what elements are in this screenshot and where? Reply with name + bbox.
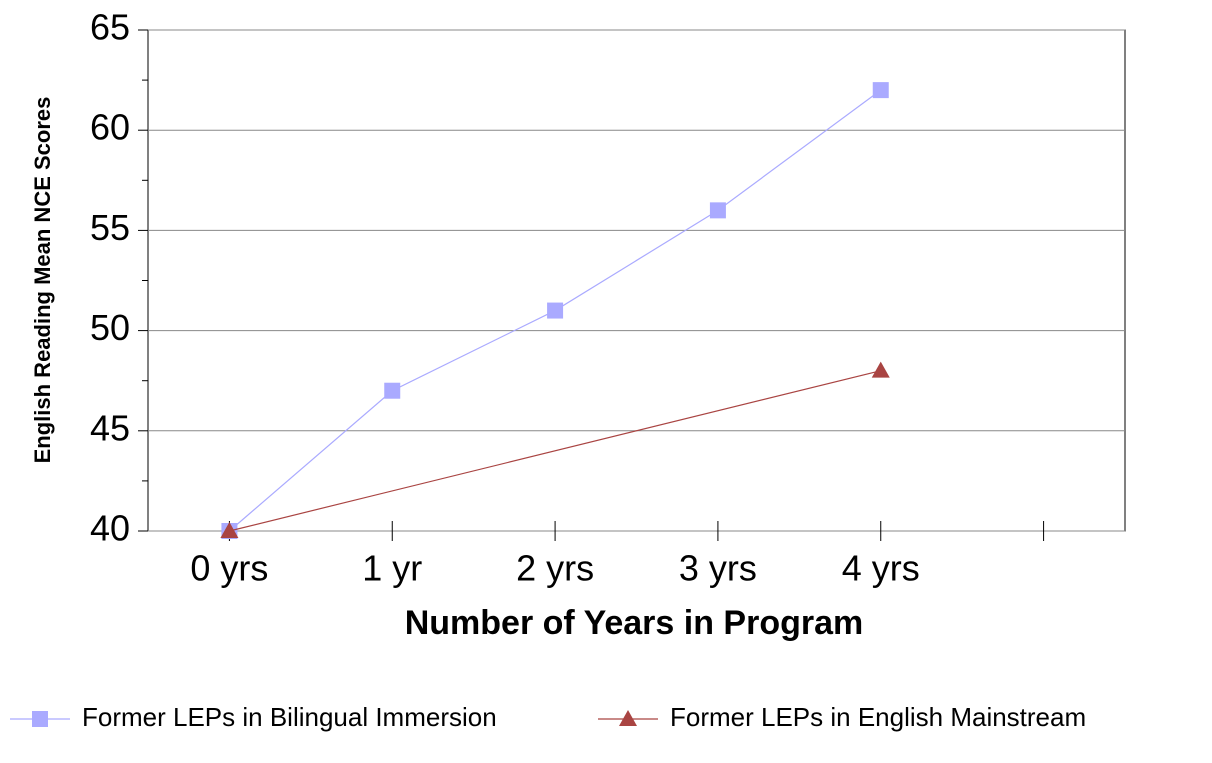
plot-area <box>147 29 1126 532</box>
x-tick-label: 1 yr <box>362 548 422 589</box>
y-tick-label: 55 <box>90 207 130 248</box>
legend-label: Former LEPs in Bilingual Immersion <box>82 702 497 732</box>
y-tick-label: 45 <box>90 407 130 448</box>
x-tick-label: 4 yrs <box>842 548 920 589</box>
series-line <box>229 370 881 532</box>
marker <box>709 202 726 219</box>
marker <box>220 522 239 538</box>
y-tick-label: 65 <box>90 7 130 48</box>
marker <box>619 710 637 726</box>
marker <box>32 711 48 727</box>
marker <box>871 361 890 378</box>
x-tick-label: 2 yrs <box>516 548 594 589</box>
x-tick-label: 3 yrs <box>679 548 757 589</box>
y-tick-label: 40 <box>90 508 130 549</box>
x-axis-label: Number of Years in Program <box>405 604 864 642</box>
marker <box>547 302 564 319</box>
x-tick-label: 0 yrs <box>190 548 268 589</box>
marker <box>872 82 889 99</box>
y-tick-label: 60 <box>90 107 130 148</box>
marker <box>384 382 401 399</box>
legend-label: Former LEPs in English Mainstream <box>670 702 1086 732</box>
y-axis-label: English Reading Mean NCE Scores <box>30 97 55 464</box>
y-tick-label: 50 <box>90 307 130 348</box>
